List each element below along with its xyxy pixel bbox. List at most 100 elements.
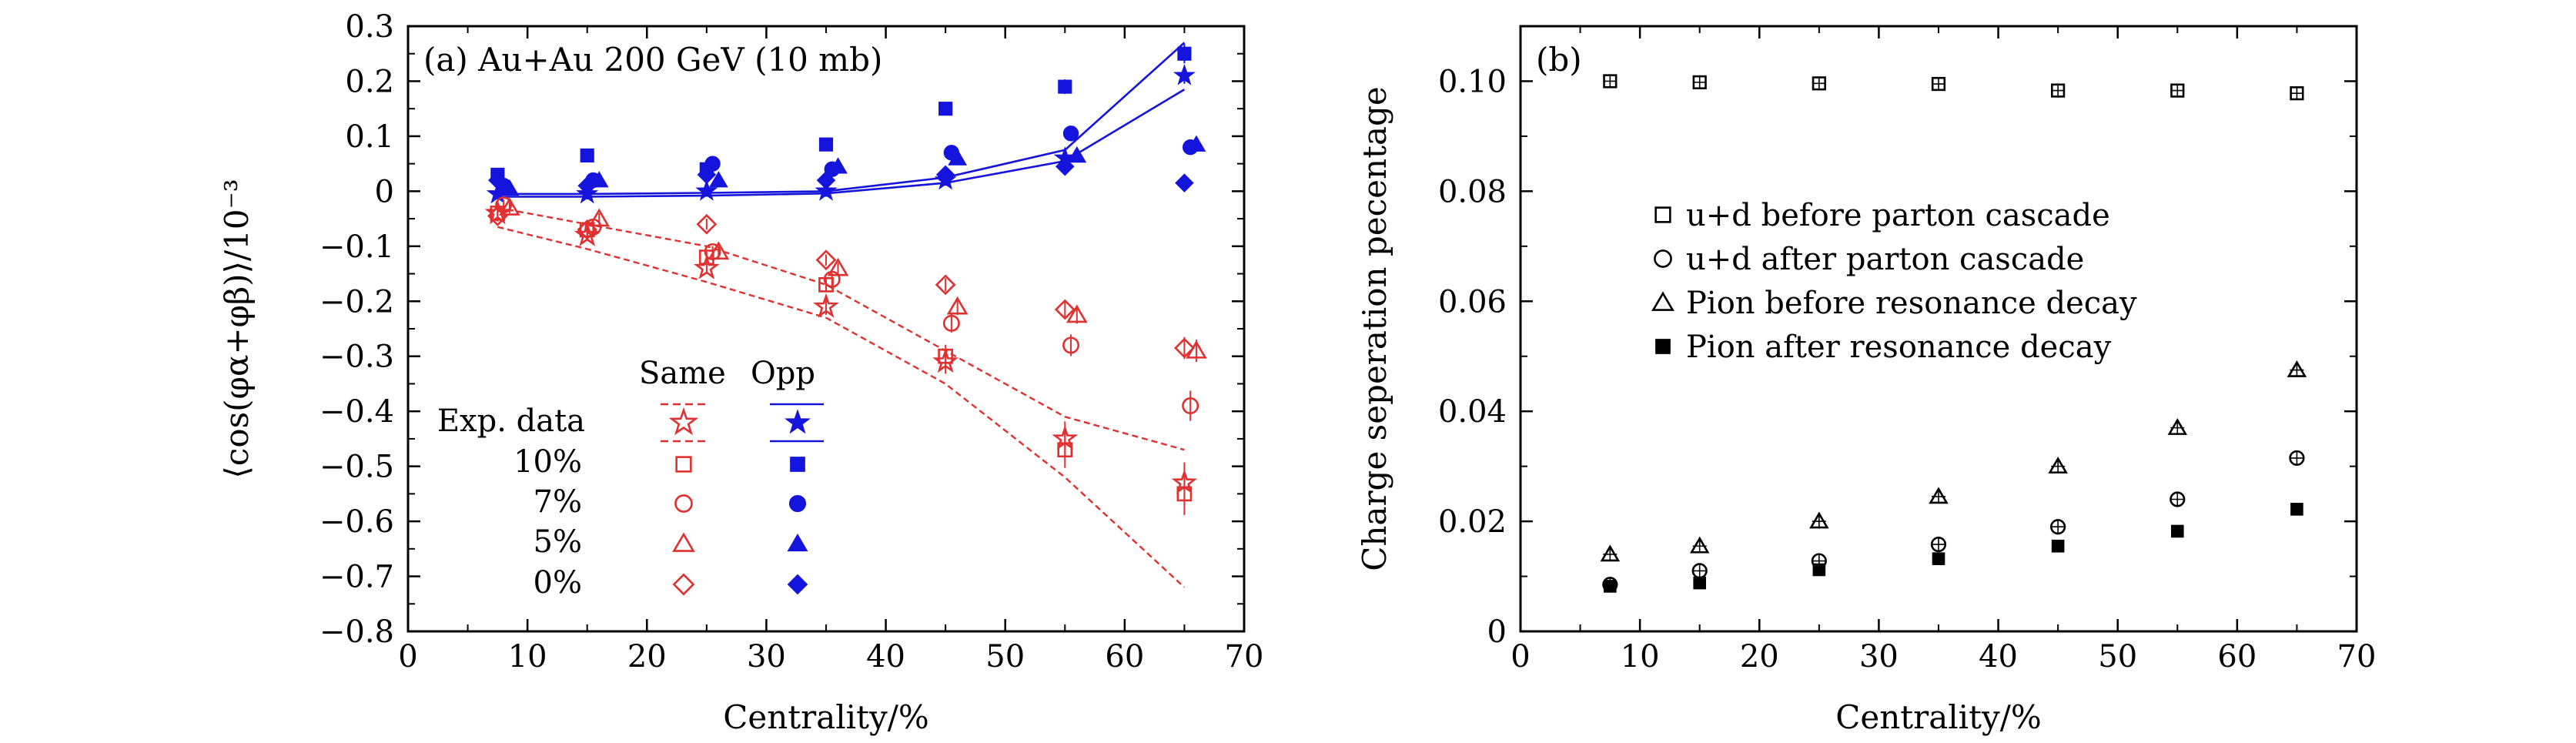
point-0-opp [816,170,836,190]
point-exp-data-opp [1173,64,1196,85]
point-5-opp [500,179,520,196]
legend-row-0: 0% [534,565,582,601]
legend-b-marker-3 [1655,339,1671,354]
y-tick-label: 0.04 [1438,394,1507,430]
legend-circle-opp-marker [788,494,807,513]
point-0-same [487,206,508,226]
x-tick-label: 70 [2337,639,2377,674]
legend-b-marker-0 [1654,206,1671,223]
point-10-same [1176,486,1193,502]
point-pion-after-resonance-decay [2290,503,2303,516]
y-tick-label: 0.08 [1438,174,1507,209]
point-5-same [827,257,849,276]
point-0-opp [577,176,597,196]
band-line-exp-data-same-band-lower [497,226,1186,588]
point-0-same [935,274,956,296]
legend-row-5: 5% [534,524,582,560]
legend-circle-same-marker [674,494,693,513]
legend-diamond-same-marker [672,573,695,596]
legend-square-opp-marker [790,457,805,472]
legend-b-marker-2 [1651,291,1674,311]
point-exp-data-same [813,293,839,318]
y-tick-label: 0.10 [1438,64,1507,99]
point-pion-after-resonance-decay [1812,563,1826,577]
point-0-same [1174,337,1195,359]
point-exp-data-opp [815,179,838,201]
x-tick-label: 20 [627,639,667,674]
y-tick-label: 0.3 [345,9,394,45]
y-tick-label: −0.6 [319,504,394,540]
panel-b-legend-marks [1651,206,1674,354]
panel-b-x-ticks: 0 10 20 30 40 50 60 70 [1510,26,2376,674]
legend-b-3: Pion after resonance decay [1686,330,2112,365]
point-5-same [708,241,730,260]
legend-row-7: 7% [534,484,582,520]
y-tick-label: −0.7 [319,560,394,595]
x-tick-label: 10 [508,639,547,674]
x-tick-label: 10 [1621,639,1660,674]
point-7-same [942,314,960,332]
point-0-same [696,213,718,235]
y-tick-label: 0 [375,174,394,209]
point-10-same [1057,442,1073,458]
point-pion-after-resonance-decay [2170,524,2184,538]
legend-triangle-same-marker [672,532,695,552]
legend-exp-same-star-marker [668,407,699,436]
point-0-opp [488,170,507,190]
y-tick-label: −0.4 [319,394,394,430]
point-5-opp [1186,135,1206,152]
point-5-same [499,197,520,216]
panel-a-legend: Same Opp Exp. data 10% 7% 5% 0% [437,356,824,601]
panel-b-y-axis-title: Charge seperation pecentage [1356,86,1393,571]
point-10-opp [1058,79,1072,94]
legend-b-2: Pion before resonance decay [1686,286,2137,321]
legend-row-exp: Exp. data [437,403,585,439]
panel-b-data-marks [1600,74,2307,593]
point-pion-after-resonance-decay [1693,576,1707,590]
panel-b-legend: u+d before parton cascade u+d after part… [1651,198,2137,365]
band-line-exp-data-same-band-upper [497,206,1185,451]
panel-b: 0 10 20 30 40 50 60 70 0 0.02 0.04 0.06 0.08 0.10 (b… [1356,25,2376,736]
point-5-opp [589,171,609,188]
point-5-opp [948,149,968,166]
point-0-same [577,219,598,240]
x-tick-label: 50 [2098,639,2137,674]
point-7-opp [704,156,721,172]
x-tick-label: 60 [1105,639,1144,674]
point-10-opp [938,102,953,116]
point-10-opp [818,137,834,152]
y-tick-label: 0.1 [345,119,394,155]
x-tick-label: 30 [1859,639,1899,674]
point-0-opp [1055,156,1075,176]
point-10-opp [580,148,594,162]
point-exp-data-opp [695,179,718,201]
y-tick-label: −0.3 [319,340,394,375]
legend-row-10: 10% [514,444,582,480]
x-tick-label: 50 [985,639,1025,674]
point-7-same [1182,397,1199,415]
panel-a-label: (a) Au+Au 200 GeV (10 mb) [423,41,882,79]
panel-a-y-ticks: −0.8 −0.7 −0.6 −0.5 −0.4 −0.3 −0.2 −0.1 0 0.1 0.2 0… [319,9,1244,650]
point-exp-data-same [694,254,720,279]
x-tick-label: 40 [866,639,905,674]
y-tick-label: −0.8 [319,614,394,650]
panel-a-x-axis-title: Centrality/% [723,698,929,736]
point-5-same [1066,304,1088,323]
legend-b-marker-1 [1654,249,1672,268]
panel-a-y-axis-title: ⟨cos(φα+φβ)⟩/10⁻³ [218,179,256,478]
y-tick-label: 0.02 [1438,504,1507,540]
x-tick-label: 0 [1510,639,1530,674]
legend-diamond-opp-marker [787,574,808,595]
panel-a-x-ticks: 0 10 20 30 40 50 60 70 [398,26,1263,674]
point-5-opp [708,171,728,188]
legend-b-0: u+d before parton cascade [1686,198,2110,233]
panel-b-x-axis-title: Centrality/% [1835,698,2042,736]
point-pion-after-resonance-decay [1932,552,1945,565]
legend-col-same: Same [639,356,726,391]
point-5-same [946,296,969,315]
panel-a: 0 10 20 30 40 50 60 70 −0.8 −0.7 −0.6 −0.5 −0.4 −0.3… [218,9,1263,736]
y-tick-label: −0.2 [319,284,394,320]
point-5-opp [828,157,848,174]
x-tick-label: 20 [1740,639,1779,674]
